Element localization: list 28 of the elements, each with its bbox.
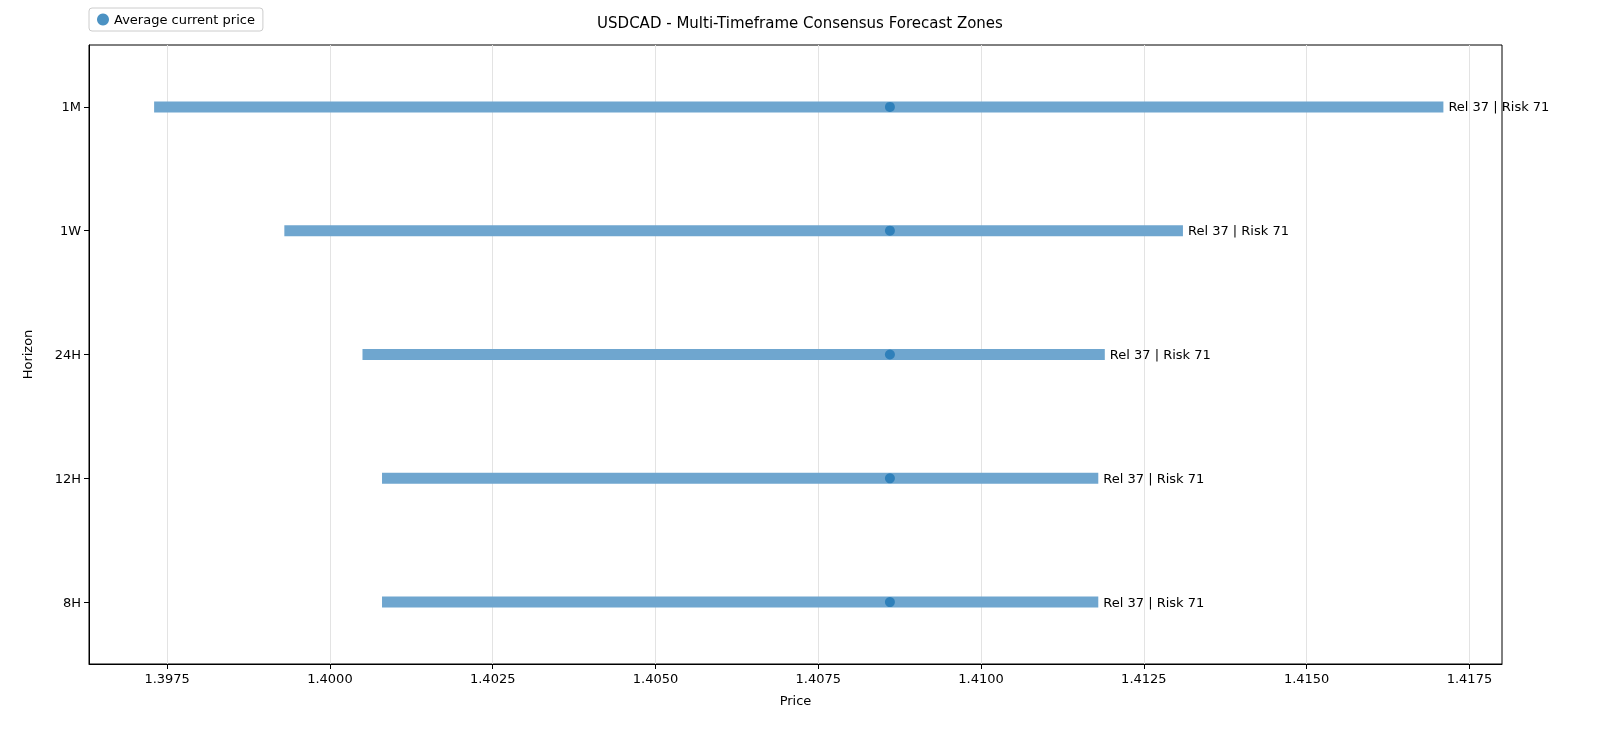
chart-title: USDCAD - Multi-Timeframe Consensus Forecast Zones — [597, 13, 1004, 32]
x-tick-label: 1.4100 — [958, 671, 1004, 686]
data-label: Rel 37 | Risk 71 — [1103, 594, 1205, 610]
x-tick-label: 1.4000 — [307, 671, 353, 686]
data-label: Rel 37 | Risk 71 — [1103, 470, 1205, 486]
y-tick-label: 1W — [59, 223, 82, 239]
x-tick-label: 1.4025 — [469, 671, 516, 686]
data-label: Rel 37 | Risk 71 — [1109, 347, 1211, 362]
legend-label: Average current price — [114, 12, 255, 27]
y-tick-label: 24H — [54, 347, 81, 362]
y-tick-label: 12H — [54, 470, 81, 486]
bar — [382, 472, 1099, 484]
x-tick-label: 1.4050 — [632, 671, 679, 686]
data-label: Rel 37 | Risk 71 — [1448, 99, 1550, 115]
data-label: Rel 37 | Risk 71 — [1187, 223, 1289, 239]
x-tick-label: 1.4150 — [1283, 671, 1330, 686]
x-tick-label: 1.4175 — [1446, 671, 1493, 686]
bar — [382, 596, 1099, 608]
x-tick-label: 1.4075 — [795, 671, 842, 686]
x-tick-label: 1.4125 — [1121, 671, 1167, 686]
bar — [284, 225, 1183, 237]
y-axis-title: Horizon — [20, 329, 35, 380]
y-tick-label: 1M — [61, 99, 81, 115]
x-tick-label: 1.3975 — [144, 671, 190, 686]
x-axis-title: Price — [779, 693, 812, 708]
y-tick-label: 8H — [62, 594, 81, 610]
bar — [154, 101, 1444, 113]
bar — [362, 349, 1105, 360]
